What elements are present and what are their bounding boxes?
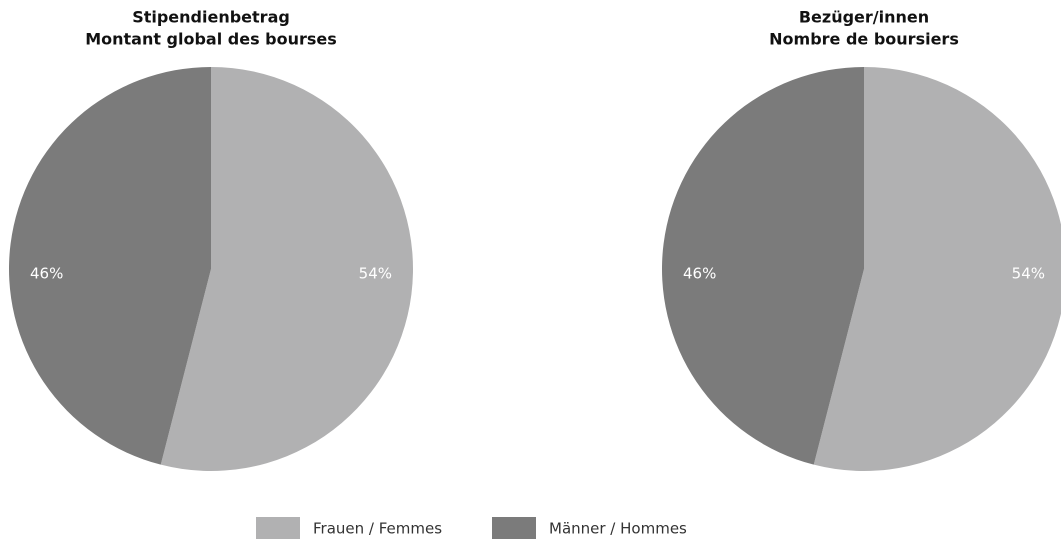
data-label: 54% bbox=[1012, 265, 1045, 283]
data-label: 46% bbox=[30, 265, 63, 283]
chart-title: Stipendienbetrag bbox=[132, 8, 290, 27]
legend-label: Frauen / Femmes bbox=[313, 520, 442, 538]
pie-slice bbox=[813, 67, 1061, 471]
legend-swatch bbox=[256, 517, 300, 539]
pie-slice bbox=[662, 67, 864, 465]
legend-label: Männer / Hommes bbox=[549, 520, 687, 538]
legend-swatch bbox=[492, 517, 536, 539]
data-label: 46% bbox=[683, 265, 716, 283]
chart-subtitle: Montant global des bourses bbox=[85, 30, 337, 49]
chart-subtitle: Nombre de boursiers bbox=[769, 30, 959, 49]
chart-title: Bezüger/innen bbox=[799, 8, 929, 27]
pie-slice bbox=[9, 67, 211, 465]
data-label: 54% bbox=[359, 265, 392, 283]
pie-slice bbox=[160, 67, 414, 471]
